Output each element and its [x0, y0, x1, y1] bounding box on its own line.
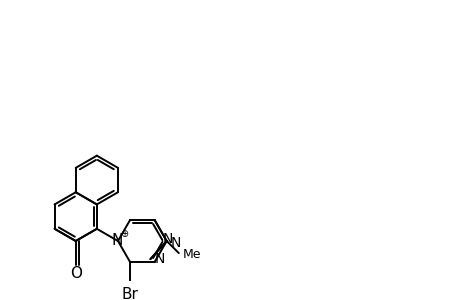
Text: Br: Br: [122, 287, 138, 300]
Text: N: N: [162, 232, 173, 246]
Text: N: N: [170, 236, 180, 250]
Text: N: N: [111, 233, 123, 248]
Text: ⊕: ⊕: [120, 230, 129, 239]
Text: Me: Me: [182, 248, 201, 261]
Text: N: N: [155, 252, 165, 266]
Text: O: O: [70, 266, 82, 281]
